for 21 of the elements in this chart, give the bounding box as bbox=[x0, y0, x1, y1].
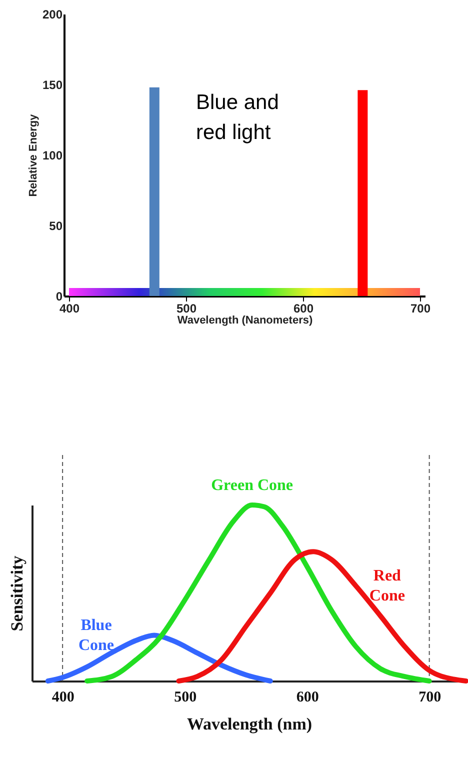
x-tick-label: 700 bbox=[410, 302, 431, 316]
annotation: Blue and red light bbox=[196, 91, 279, 144]
x-axis-title: Wavelength (Nanometers) bbox=[177, 314, 313, 326]
x-tick-label: 400 bbox=[52, 690, 74, 706]
y-tick-label: 200 bbox=[42, 8, 63, 22]
y-tick-label: 150 bbox=[42, 78, 63, 92]
y-tick-label: 50 bbox=[49, 219, 63, 233]
y-axis-title: Relative Energy bbox=[27, 113, 40, 197]
series-label: Red Cone bbox=[369, 568, 405, 605]
x-tick-label: 600 bbox=[293, 302, 314, 316]
series-label: Green Cone bbox=[211, 477, 294, 494]
series-label: Blue Cone bbox=[78, 617, 114, 654]
x-tick-label: 500 bbox=[174, 690, 197, 706]
y-axis-title: Sensitivity bbox=[8, 555, 26, 632]
x-tick-label: 500 bbox=[176, 302, 197, 316]
x-axis-title: Wavelength (nm) bbox=[186, 714, 312, 734]
y-tick-label: 100 bbox=[42, 148, 63, 162]
x-tick-label: 400 bbox=[59, 302, 80, 316]
y-tick-label: 0 bbox=[56, 290, 63, 304]
x-tick-label: 600 bbox=[296, 690, 319, 706]
x-tick-label: 700 bbox=[418, 690, 442, 706]
